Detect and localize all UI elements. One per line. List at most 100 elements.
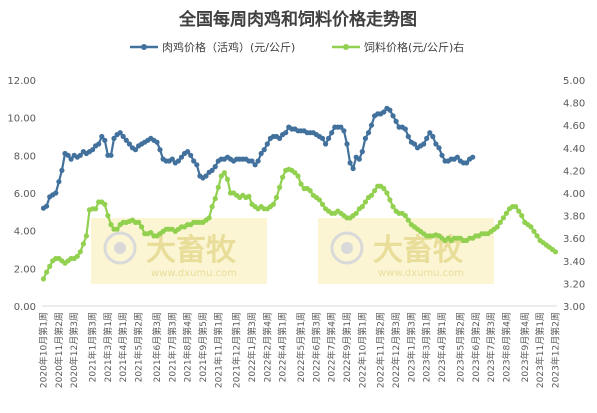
data-point-1 xyxy=(513,204,519,210)
data-point-0 xyxy=(126,141,132,147)
x-tick-label: 2022年6月第3周 xyxy=(310,312,322,382)
data-point-1 xyxy=(405,217,411,223)
data-point-0 xyxy=(77,152,83,158)
data-point-0 xyxy=(436,145,442,151)
data-point-0 xyxy=(405,133,411,140)
data-point-0 xyxy=(421,141,427,147)
y-right-tick-label: 4.00 xyxy=(563,189,585,200)
watermark-logo-icon xyxy=(103,231,137,265)
y-right-tick-label: 4.40 xyxy=(563,144,585,155)
data-point-0 xyxy=(411,141,418,147)
x-tick-label: 2021年9月第5周 xyxy=(197,312,209,382)
x-tick-label: 2023年7月第3周 xyxy=(485,312,497,382)
data-point-1 xyxy=(528,224,534,230)
data-point-1 xyxy=(136,219,142,225)
data-point-1 xyxy=(80,241,86,247)
data-point-0 xyxy=(102,137,108,143)
data-point-1 xyxy=(381,185,387,192)
data-point-1 xyxy=(390,204,396,210)
data-point-0 xyxy=(111,135,117,141)
data-point-0 xyxy=(212,164,218,170)
data-point-0 xyxy=(90,147,96,153)
data-point-0 xyxy=(356,156,362,162)
data-point-1 xyxy=(44,269,50,275)
data-point-0 xyxy=(329,130,335,136)
x-tick-label: 2022年2月第4周 xyxy=(261,312,273,382)
data-point-1 xyxy=(270,201,276,207)
data-point-0 xyxy=(341,128,347,134)
data-point-0 xyxy=(454,154,460,160)
data-point-1 xyxy=(224,176,231,182)
data-point-0 xyxy=(424,135,430,141)
data-point-1 xyxy=(292,170,298,176)
data-point-1 xyxy=(215,184,221,190)
data-point-0 xyxy=(283,130,289,136)
watermark-brand: 大畜牧 xyxy=(146,233,237,268)
data-point-0 xyxy=(178,154,185,160)
data-point-0 xyxy=(255,158,261,164)
data-point-0 xyxy=(120,133,126,140)
data-point-0 xyxy=(326,135,332,141)
data-point-0 xyxy=(56,179,62,185)
data-point-1 xyxy=(362,199,368,205)
data-point-1 xyxy=(500,215,506,221)
data-point-0 xyxy=(433,141,439,147)
data-point-0 xyxy=(194,162,200,168)
data-point-1 xyxy=(316,197,322,203)
x-tick-label: 2022年5月第1周 xyxy=(295,312,307,382)
y-axis-right: 3.00 3.20 3.40 3.60 3.80 4.00 4.20 4.40 4.60 4.80… xyxy=(563,76,585,313)
x-tick-label: 2021年12月第1周 xyxy=(231,312,243,388)
watermark-url: www.dxumu.com xyxy=(378,268,464,279)
y-left-tick-label: 8.00 xyxy=(14,151,36,162)
data-point-1 xyxy=(298,181,304,187)
x-tick-label: 2023年3月第1周 xyxy=(421,312,433,382)
data-point-0 xyxy=(261,147,267,153)
x-tick-label: 2021年8月第4周 xyxy=(182,312,194,382)
data-point-0 xyxy=(249,158,255,164)
data-point-0 xyxy=(264,141,270,147)
data-point-1 xyxy=(218,173,224,179)
x-tick-label: 2021年3月第1周 xyxy=(102,312,114,382)
data-point-1 xyxy=(108,222,114,228)
x-tick-label: 2020年11月第2周 xyxy=(53,312,65,388)
y-left-tick-label: 12.00 xyxy=(7,76,36,87)
y-right-tick-label: 4.60 xyxy=(563,121,585,132)
data-point-0 xyxy=(53,190,59,196)
data-point-1 xyxy=(209,204,215,210)
data-point-0 xyxy=(277,135,283,141)
data-point-0 xyxy=(117,130,123,136)
data-point-1 xyxy=(519,213,525,219)
data-point-0 xyxy=(365,130,372,136)
data-point-1 xyxy=(74,253,80,259)
watermark-logo-dot-icon xyxy=(341,242,353,254)
data-point-1 xyxy=(246,193,252,199)
data-point-1 xyxy=(139,224,145,230)
data-point-1 xyxy=(77,249,83,255)
data-point-1 xyxy=(402,213,408,219)
y-left-tick-label: 2.00 xyxy=(14,264,36,275)
data-point-0 xyxy=(68,156,74,162)
data-point-0 xyxy=(319,135,326,141)
x-tick-label: 2023年9月第4周 xyxy=(519,312,531,382)
data-point-1 xyxy=(280,174,286,180)
data-point-0 xyxy=(323,141,329,147)
y-right-tick-label: 5.00 xyxy=(563,76,585,87)
data-point-1 xyxy=(531,228,537,234)
y-right-tick-label: 4.20 xyxy=(563,166,585,177)
data-point-0 xyxy=(464,160,470,166)
data-point-1 xyxy=(206,215,212,221)
data-point-0 xyxy=(191,158,197,164)
x-tick-label: 2021年4月第1周 xyxy=(117,312,129,382)
data-point-0 xyxy=(175,158,181,164)
watermark-logo-icon xyxy=(330,231,364,265)
data-point-1 xyxy=(221,170,227,176)
data-point-0 xyxy=(439,152,445,158)
data-point-0 xyxy=(258,150,264,157)
x-tick-label: 2021年5月第2周 xyxy=(133,312,145,382)
chart-title: 全国每周肉鸡和饲料价格走势图 xyxy=(178,9,417,30)
x-tick-label: 2023年12月第2周 xyxy=(550,312,562,388)
y-right-tick-label: 3.00 xyxy=(563,302,585,313)
data-point-0 xyxy=(359,149,365,155)
